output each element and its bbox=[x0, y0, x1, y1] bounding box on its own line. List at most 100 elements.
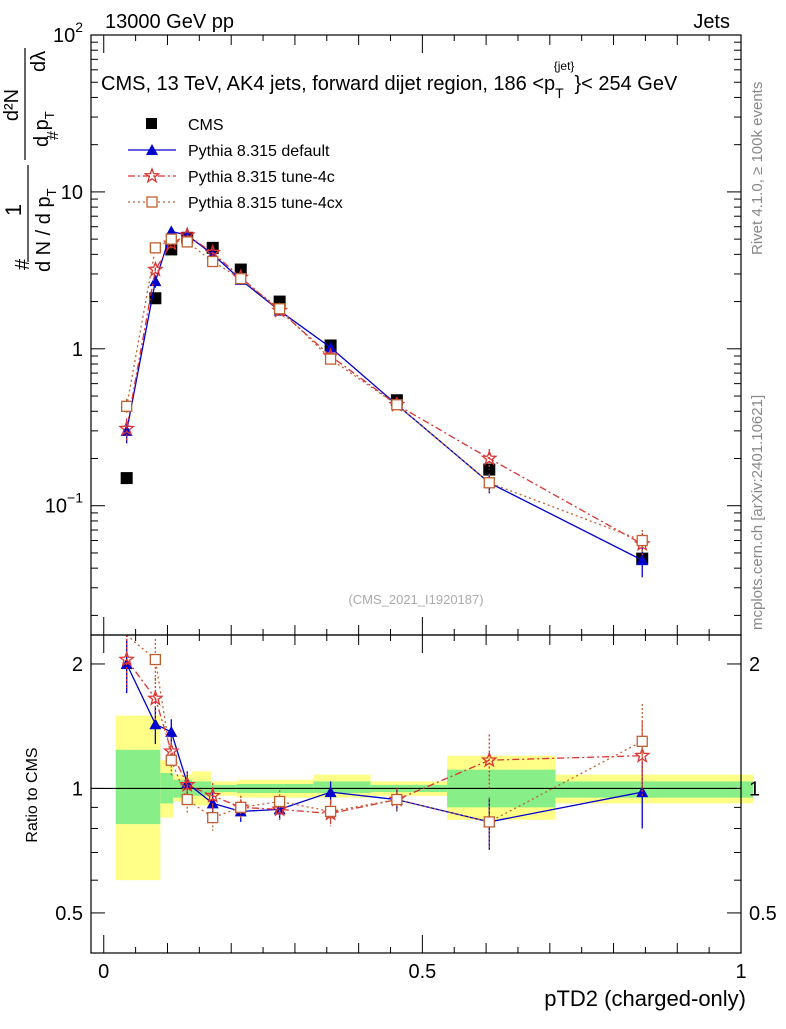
ylabel-dn: d N / d pT bbox=[33, 188, 59, 272]
ratio-point bbox=[149, 653, 162, 666]
y-tick-label: 10 bbox=[61, 182, 83, 204]
ratio-point bbox=[204, 786, 222, 803]
ratio-y-tick-label-left: 2 bbox=[72, 654, 83, 676]
legend-item-tune-4cx: Pythia 8.315 tune-4cx bbox=[128, 195, 343, 212]
rivet-label: Rivet 4.1.0, ≥ 100k events bbox=[749, 82, 766, 255]
data-point bbox=[120, 472, 133, 485]
ratio-point bbox=[483, 816, 495, 828]
ratio-y-tick-label-left: 0.5 bbox=[55, 903, 83, 925]
legend-label-tune-4c: Pythia 8.315 tune-4c bbox=[188, 169, 335, 186]
x-tick-label: 0 bbox=[98, 961, 109, 983]
legend: CMS Pythia 8.315 default Pythia 8.315 tu… bbox=[128, 117, 343, 212]
data-point bbox=[391, 399, 403, 411]
data-point bbox=[483, 477, 495, 489]
legend-label-cms: CMS bbox=[188, 117, 224, 134]
legend-label-default: Pythia 8.315 default bbox=[188, 143, 330, 160]
data-point bbox=[636, 554, 649, 566]
legend-marker-tune-4cx bbox=[146, 196, 158, 208]
ylabel-one: 1 bbox=[1, 204, 26, 216]
data-point bbox=[118, 419, 136, 436]
main-plot-content bbox=[118, 225, 651, 578]
series-0 bbox=[120, 231, 649, 565]
ratio-point bbox=[391, 793, 403, 806]
ratio-point bbox=[235, 801, 247, 814]
header-left: 13000 GeV pp bbox=[105, 11, 234, 33]
ratio-plot-content bbox=[118, 634, 651, 850]
series-line-2 bbox=[126, 234, 643, 545]
ylabel-hash-2: # bbox=[45, 131, 62, 140]
ylabel-dl: dλ bbox=[28, 51, 50, 72]
main-ylabel: # 1 d N / d pT # d²N d pT dλ bbox=[1, 48, 62, 272]
ratio-line-2 bbox=[126, 634, 643, 823]
data-point bbox=[324, 341, 337, 353]
legend-label-tune-4cx: Pythia 8.315 tune-4cx bbox=[188, 195, 343, 212]
data-point bbox=[121, 400, 133, 412]
ratio-y-tick-label-right: 1 bbox=[749, 778, 760, 800]
ratio-point bbox=[480, 751, 498, 768]
ratio-point bbox=[273, 795, 286, 808]
ratio-bands bbox=[115, 715, 753, 881]
ratio-point bbox=[165, 754, 177, 766]
legend-marker-tune-4c bbox=[143, 167, 161, 184]
ratio-point bbox=[118, 650, 136, 667]
x-axis-label: pTD2 (charged-only) bbox=[544, 986, 746, 1011]
series-3 bbox=[121, 233, 648, 553]
ratio-point bbox=[146, 689, 164, 706]
ratio-y-tick-label-right: 2 bbox=[749, 654, 760, 676]
ratio-point bbox=[149, 718, 162, 730]
ratio-series-2 bbox=[126, 634, 648, 850]
x-tick-label: 0.5 bbox=[408, 961, 436, 983]
ratio-point bbox=[206, 797, 219, 809]
data-point bbox=[235, 273, 247, 285]
main-panel: (CMS_2021_I1920187) 102 10 1 10−1 CMS, 13 T… bbox=[45, 19, 742, 636]
y-tick-label: 1 bbox=[72, 339, 83, 361]
ratio-ylabel: Ratio to CMS bbox=[24, 747, 41, 842]
legend-marker-cms bbox=[146, 118, 157, 129]
ratio-frame bbox=[90, 634, 742, 954]
ratio-point bbox=[633, 746, 651, 763]
ratio-series-0 bbox=[120, 638, 649, 850]
data-point bbox=[165, 233, 177, 245]
legend-item-cms: CMS bbox=[146, 117, 224, 134]
data-point bbox=[480, 449, 498, 466]
legend-marker-default bbox=[146, 144, 158, 155]
green-band bbox=[555, 781, 753, 798]
mcplots-label: mcplots.cern.ch [arXiv:2401.10621] bbox=[749, 395, 766, 630]
watermark: (CMS_2021_I1920187) bbox=[348, 592, 483, 607]
data-point bbox=[273, 303, 286, 315]
ratio-point bbox=[181, 793, 193, 806]
ylabel-hash-1: # bbox=[12, 258, 34, 270]
ratio-y-tick-label-left: 1 bbox=[72, 778, 83, 800]
y-tick-label: 102 bbox=[53, 19, 83, 47]
ratio-point bbox=[324, 805, 337, 818]
series-1 bbox=[120, 225, 649, 578]
data-point bbox=[181, 236, 193, 248]
y-tick-label: 10−1 bbox=[45, 490, 83, 518]
main-title: CMS, 13 TeV, AK4 jets, forward dijet reg… bbox=[101, 59, 678, 101]
header-right: Jets bbox=[693, 11, 730, 33]
ratio-y-tick-label-right: 0.5 bbox=[749, 903, 777, 925]
legend-item-default: Pythia 8.315 default bbox=[128, 143, 330, 160]
data-point bbox=[204, 243, 222, 260]
data-point bbox=[149, 275, 162, 287]
series-line-3 bbox=[126, 238, 643, 542]
data-point bbox=[324, 353, 337, 365]
data-point bbox=[207, 255, 219, 268]
legend-item-tune-4c: Pythia 8.315 tune-4c bbox=[128, 167, 335, 186]
ratio-point bbox=[165, 725, 178, 737]
data-point bbox=[146, 260, 164, 277]
data-point bbox=[636, 534, 648, 547]
ratio-point bbox=[271, 800, 289, 817]
ratio-point bbox=[207, 811, 219, 824]
main-x-ticks bbox=[103, 35, 742, 635]
main-y-ticks: 102 10 1 10−1 bbox=[45, 19, 741, 616]
ylabel-num: d²N bbox=[1, 89, 23, 121]
x-tick-label: 1 bbox=[735, 961, 746, 983]
green-band bbox=[313, 781, 371, 793]
green-band bbox=[115, 749, 161, 825]
ratio-point bbox=[636, 735, 648, 747]
data-point bbox=[149, 242, 162, 254]
ratio-point bbox=[324, 786, 337, 798]
